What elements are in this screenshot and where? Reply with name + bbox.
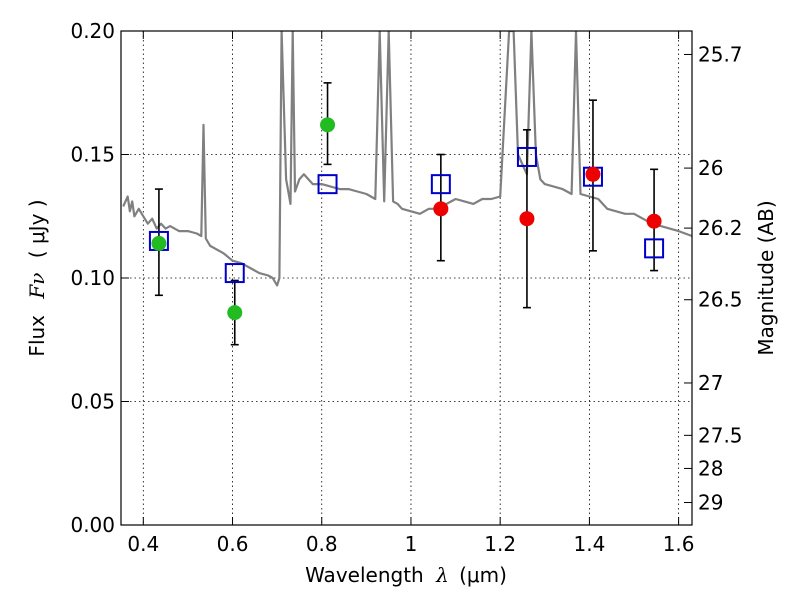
y-tick-label: 0.20 [70,19,115,43]
y-tick-label: 0.05 [70,390,115,414]
spectrum-layer [122,31,692,287]
x-tick-label: 1 [405,532,418,556]
model-square-marker [317,174,338,195]
y2-tick-label: 29 [698,491,723,515]
x-axis-label: Wavelength λ (μm) [305,563,507,587]
y2-tick-label: 25.7 [698,42,743,66]
y2-axis-label: Magnitude (AB) [754,200,778,355]
x-tick-label: 1.4 [573,532,605,556]
y2-tick-label: 28 [698,456,723,480]
photometry-point [585,166,601,182]
y2-tick-label: 26.5 [698,288,743,312]
y-axis-ticks: 0.00 0.05 0.10 0.15 0.20 [70,19,129,537]
y-tick-label: 0.10 [70,266,115,290]
y2-tick-label: 27.5 [698,423,743,447]
x-axis-ticks: 0.4 0.6 0.8 1 1.2 1.4 1.6 [127,31,695,556]
photometry-point [320,117,336,133]
x-tick-label: 0.6 [217,532,249,556]
model-square-marker [644,238,665,259]
y2-tick-label: 26.2 [698,216,743,240]
photometry-point [646,213,662,229]
photometry-point [433,201,449,217]
photometry-point [519,211,535,227]
y-tick-label: 0.00 [70,513,115,537]
spectrum-line [122,31,692,287]
marker-layer [148,117,665,321]
y-tick-label: 0.15 [70,143,115,167]
photometry-point [151,235,167,251]
photometry-point [227,305,243,321]
y2-tick-label: 26 [698,156,723,180]
model-square-marker [430,174,451,195]
model-square-marker [516,146,537,167]
y-axis-label: Flux Fν ( μJy ) [25,199,49,356]
x-tick-label: 1.2 [484,532,516,556]
grid [121,31,692,525]
x-tick-label: 0.4 [127,532,159,556]
y2-tick-label: 27 [698,371,723,395]
model-square-marker [224,263,245,284]
x-tick-label: 1.6 [663,532,695,556]
y2-axis-ticks: 25.7 26 26.2 26.5 27 27.5 28 29 [684,42,743,515]
x-tick-label: 0.8 [306,532,338,556]
